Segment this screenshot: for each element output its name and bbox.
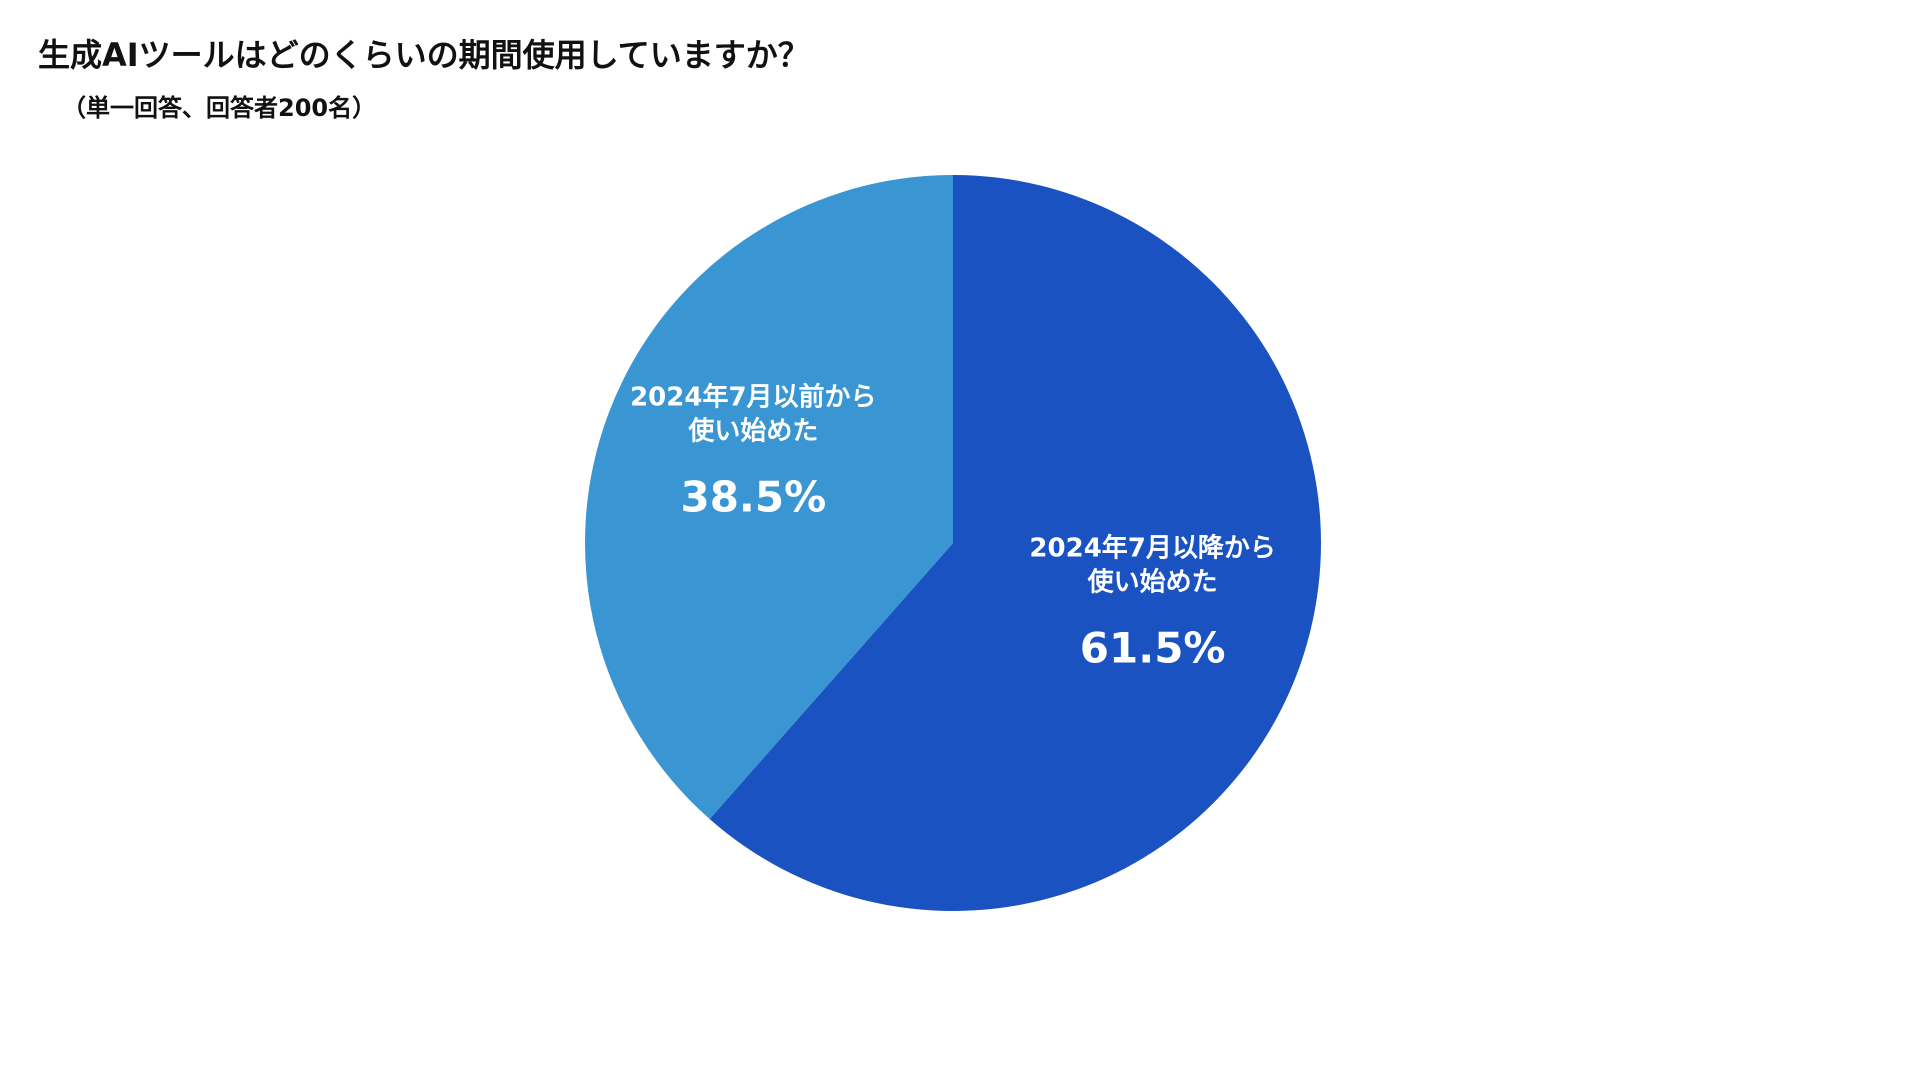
slice-label-line: 2024年7月以前から (630, 382, 876, 413)
chart-title: 生成AIツールはどのくらいの期間使用していますか？ (38, 36, 810, 74)
slice-value-label: 38.5% (680, 473, 826, 522)
slice-label-line: 使い始めた (687, 417, 818, 447)
slice-value-label: 61.5% (1080, 623, 1226, 672)
pie-slice-0 (709, 175, 1321, 912)
slice-label-line: 2024年7月以降から (1029, 532, 1275, 563)
chart-subtitle: （単一回答、回答者200名） (62, 94, 377, 122)
slice-label-line: 使い始めた (1087, 567, 1218, 597)
pie-slice-1 (585, 175, 953, 820)
